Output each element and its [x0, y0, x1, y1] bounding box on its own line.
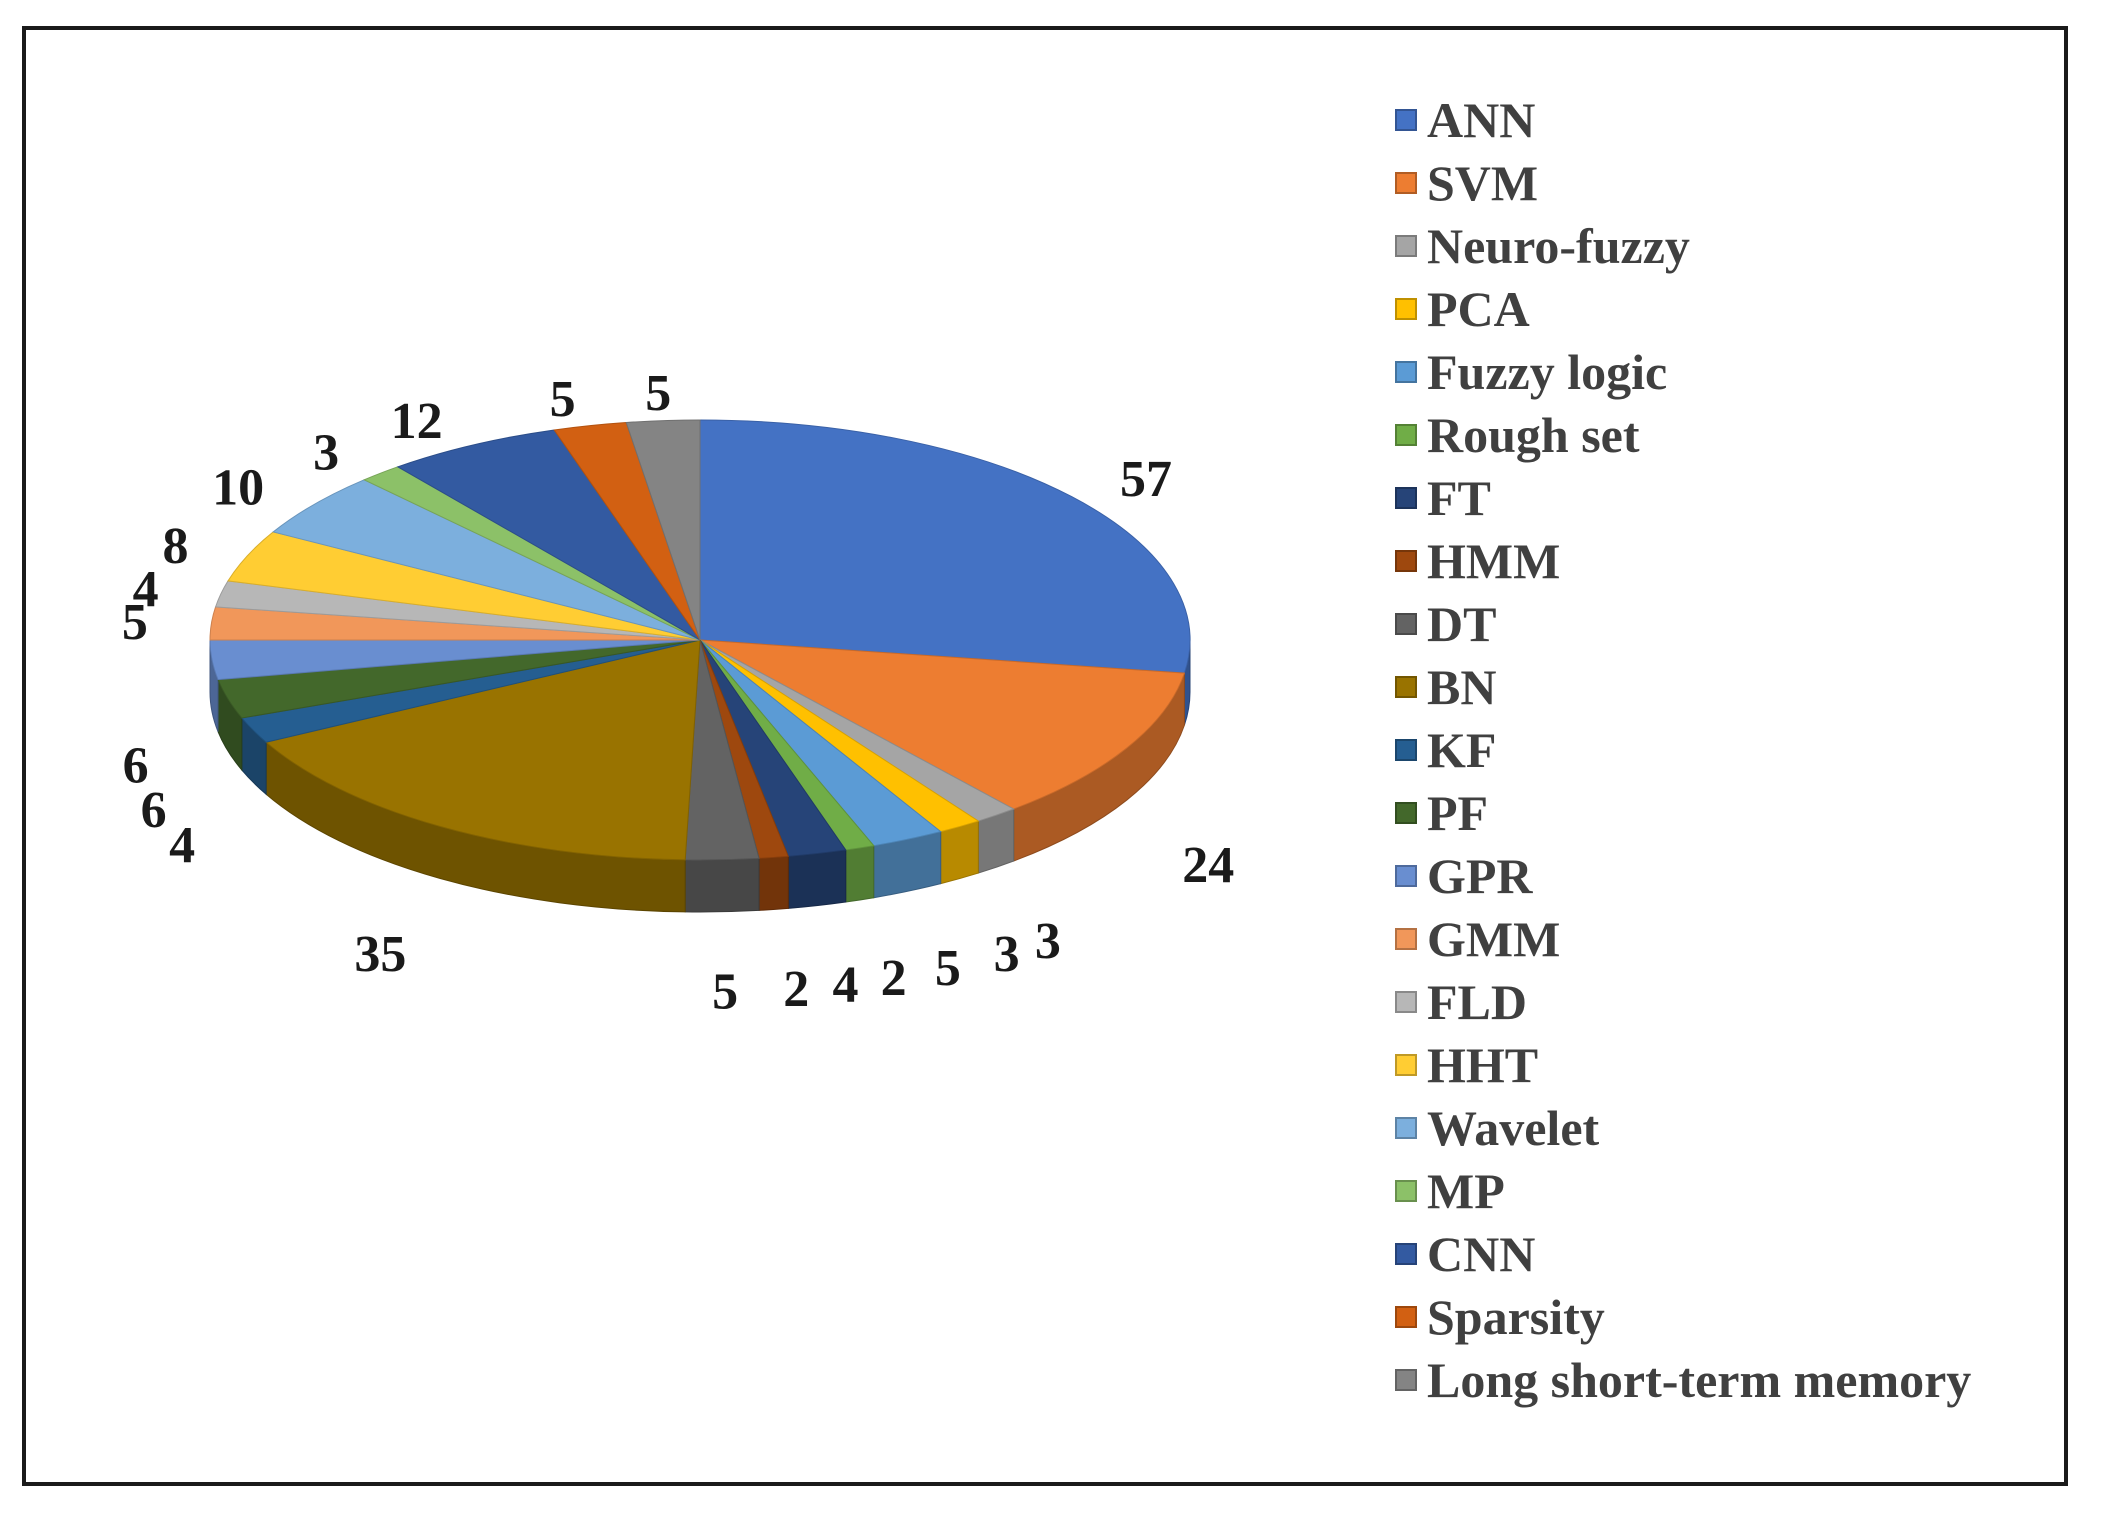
legend-swatch	[1395, 486, 1417, 509]
pie-slice-bn	[265, 639, 701, 861]
legend-item: FLD	[1395, 970, 2035, 1033]
legend-swatch	[1395, 297, 1417, 320]
data-label-ft: 4	[833, 956, 859, 1013]
legend-item: HHT	[1395, 1033, 2035, 1096]
legend-swatch	[1395, 801, 1417, 824]
data-label-hht: 8	[162, 518, 188, 575]
legend-label: GMM	[1427, 910, 1561, 967]
legend-item: HMM	[1395, 529, 2035, 592]
legend-item: Sparsity	[1395, 1285, 2035, 1348]
legend-item: PCA	[1395, 277, 2035, 340]
legend-label: PCA	[1427, 280, 1530, 337]
legend-swatch	[1395, 675, 1417, 698]
legend-swatch	[1395, 108, 1417, 131]
data-label-neuro-fuzzy: 3	[1035, 913, 1061, 970]
legend-swatch	[1395, 738, 1417, 761]
legend-label: Sparsity	[1427, 1288, 1605, 1345]
legend-item: GPR	[1395, 844, 2035, 907]
pie-slice-long-short-term-memory	[625, 419, 701, 641]
pie-slice-svm	[699, 639, 1186, 810]
legend-swatch	[1395, 1053, 1417, 1076]
legend-item: Neuro-fuzzy	[1395, 214, 2035, 277]
legend-swatch	[1395, 864, 1417, 887]
pie-slice-side-ft	[787, 849, 847, 909]
legend-label: Long short-term memory	[1427, 1351, 1972, 1408]
legend-swatch	[1395, 1242, 1417, 1265]
data-label-dt: 5	[712, 963, 738, 1020]
legend-swatch	[1395, 423, 1417, 446]
legend-label: Neuro-fuzzy	[1427, 217, 1690, 274]
data-label-cnn: 12	[391, 393, 443, 450]
data-label-fld: 4	[133, 561, 159, 618]
legend-swatch	[1395, 171, 1417, 194]
pie-top-faces	[209, 419, 1191, 861]
pie-slice-side-rough-set	[845, 845, 875, 903]
legend-label: Wavelet	[1427, 1099, 1600, 1156]
legend-label: FT	[1427, 469, 1491, 526]
legend-item: Rough set	[1395, 403, 2035, 466]
legend-label: HHT	[1427, 1036, 1539, 1093]
legend-item: FT	[1395, 466, 2035, 529]
legend-label: KF	[1427, 721, 1497, 778]
data-label-fuzzy-logic: 5	[935, 940, 961, 997]
legend-swatch	[1395, 360, 1417, 383]
legend-label: BN	[1427, 658, 1497, 715]
legend-label: HMM	[1427, 532, 1561, 589]
legend-label: ANN	[1427, 91, 1536, 148]
legend-swatch	[1395, 1368, 1417, 1391]
legend-swatch	[1395, 549, 1417, 572]
legend-swatch	[1395, 234, 1417, 257]
legend-swatch	[1395, 927, 1417, 950]
legend-swatch	[1395, 1305, 1417, 1328]
legend-item: Long short-term memory	[1395, 1348, 2035, 1411]
data-label-svm: 24	[1182, 837, 1234, 894]
legend-label: Rough set	[1427, 406, 1640, 463]
legend-label: SVM	[1427, 154, 1539, 211]
legend-swatch	[1395, 1179, 1417, 1202]
legend-item: SVM	[1395, 151, 2035, 214]
data-label-bn: 35	[354, 926, 406, 983]
legend-item: Fuzzy logic	[1395, 340, 2035, 403]
data-label-sparsity: 5	[550, 371, 576, 428]
legend-item: BN	[1395, 655, 2035, 718]
legend-label: FLD	[1427, 973, 1527, 1030]
legend-label: MP	[1427, 1162, 1505, 1219]
data-label-gmm: 5	[122, 594, 148, 651]
legend-item: DT	[1395, 592, 2035, 655]
legend-item: MP	[1395, 1159, 2035, 1222]
pie-slice-wavelet	[272, 479, 701, 641]
data-label-mp: 3	[313, 424, 339, 481]
legend-item: KF	[1395, 718, 2035, 781]
pie-slice-ann	[699, 419, 1191, 674]
data-label-gpr: 6	[123, 737, 149, 794]
data-label-pf: 6	[141, 782, 167, 839]
legend-label: CNN	[1427, 1225, 1536, 1282]
pie-slice-side-hmm	[758, 855, 789, 911]
data-label-hmm: 2	[783, 961, 809, 1018]
legend-label: GPR	[1427, 847, 1533, 904]
pie-slice-side-dt	[684, 857, 760, 913]
data-label-wavelet: 10	[212, 460, 264, 517]
legend-item: Wavelet	[1395, 1096, 2035, 1159]
legend-item: PF	[1395, 781, 2035, 844]
legend-label: PF	[1427, 784, 1489, 841]
data-label-ann: 57	[1120, 451, 1172, 508]
legend: ANN SVM Neuro-fuzzy PCA Fuzzy logic Rough set…	[1395, 88, 2035, 1411]
data-label-long-short-term-memory: 5	[645, 365, 671, 422]
data-label-rough-set: 2	[881, 950, 907, 1007]
legend-label: DT	[1427, 595, 1497, 652]
data-label-pca: 3	[994, 926, 1020, 983]
legend-swatch	[1395, 1116, 1417, 1139]
legend-item: GMM	[1395, 907, 2035, 970]
legend-swatch	[1395, 990, 1417, 1013]
legend-swatch	[1395, 612, 1417, 635]
legend-item: CNN	[1395, 1222, 2035, 1285]
legend-label: Fuzzy logic	[1427, 343, 1668, 400]
pie-slice-cnn	[396, 429, 701, 641]
legend-item: ANN	[1395, 88, 2035, 151]
data-label-kf: 4	[169, 817, 195, 874]
